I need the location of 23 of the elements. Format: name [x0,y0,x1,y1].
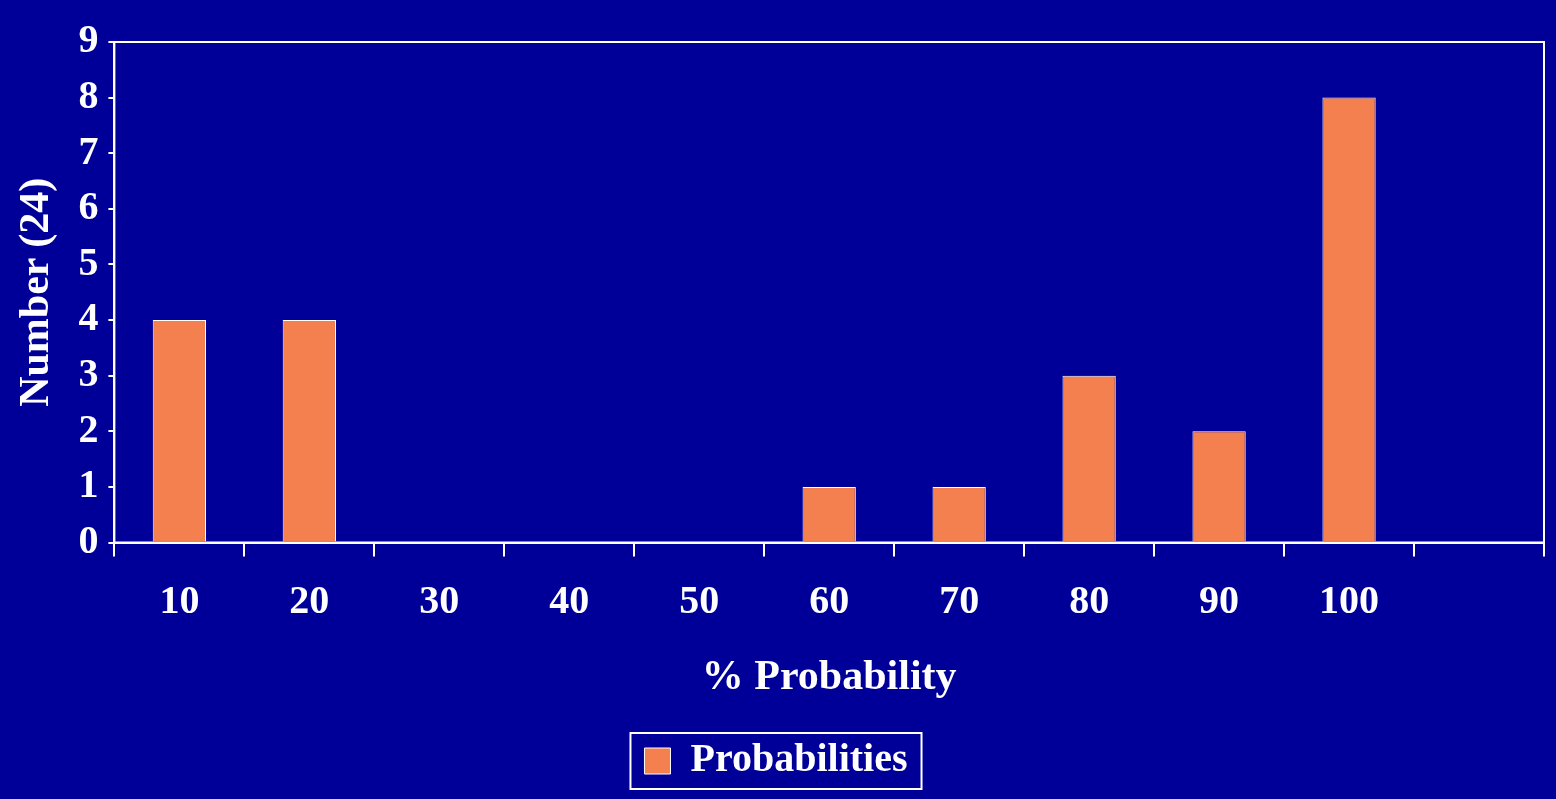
x-tick-label: 80 [1069,576,1110,622]
y-tick-label: 8 [78,71,99,117]
y-tick-label: 3 [78,350,99,396]
y-tick-label: 0 [78,516,99,562]
y-axis-title: Number (24) [11,177,59,407]
x-tick-label: 10 [159,576,200,622]
y-tick-label: 4 [78,294,99,340]
x-axis-title: % Probability [701,651,957,698]
x-tick-label: 70 [939,576,980,622]
y-tick-label: 6 [78,183,99,229]
x-tick-label: 30 [419,576,460,622]
y-tick-label: 9 [78,16,99,62]
x-tick-label: 40 [549,576,590,622]
y-tick-label: 5 [78,238,99,284]
y-tick-label: 1 [78,461,99,507]
y-tick-label: 7 [78,127,99,173]
x-tick-label: 90 [1199,576,1240,622]
x-tick-label: 20 [289,576,330,622]
x-tick-label: 60 [809,576,850,622]
x-tick-label: 50 [679,576,720,622]
x-tick-label: 100 [1319,576,1380,622]
y-tick-label: 2 [78,405,99,451]
legend-label: Probabilities [690,735,908,781]
